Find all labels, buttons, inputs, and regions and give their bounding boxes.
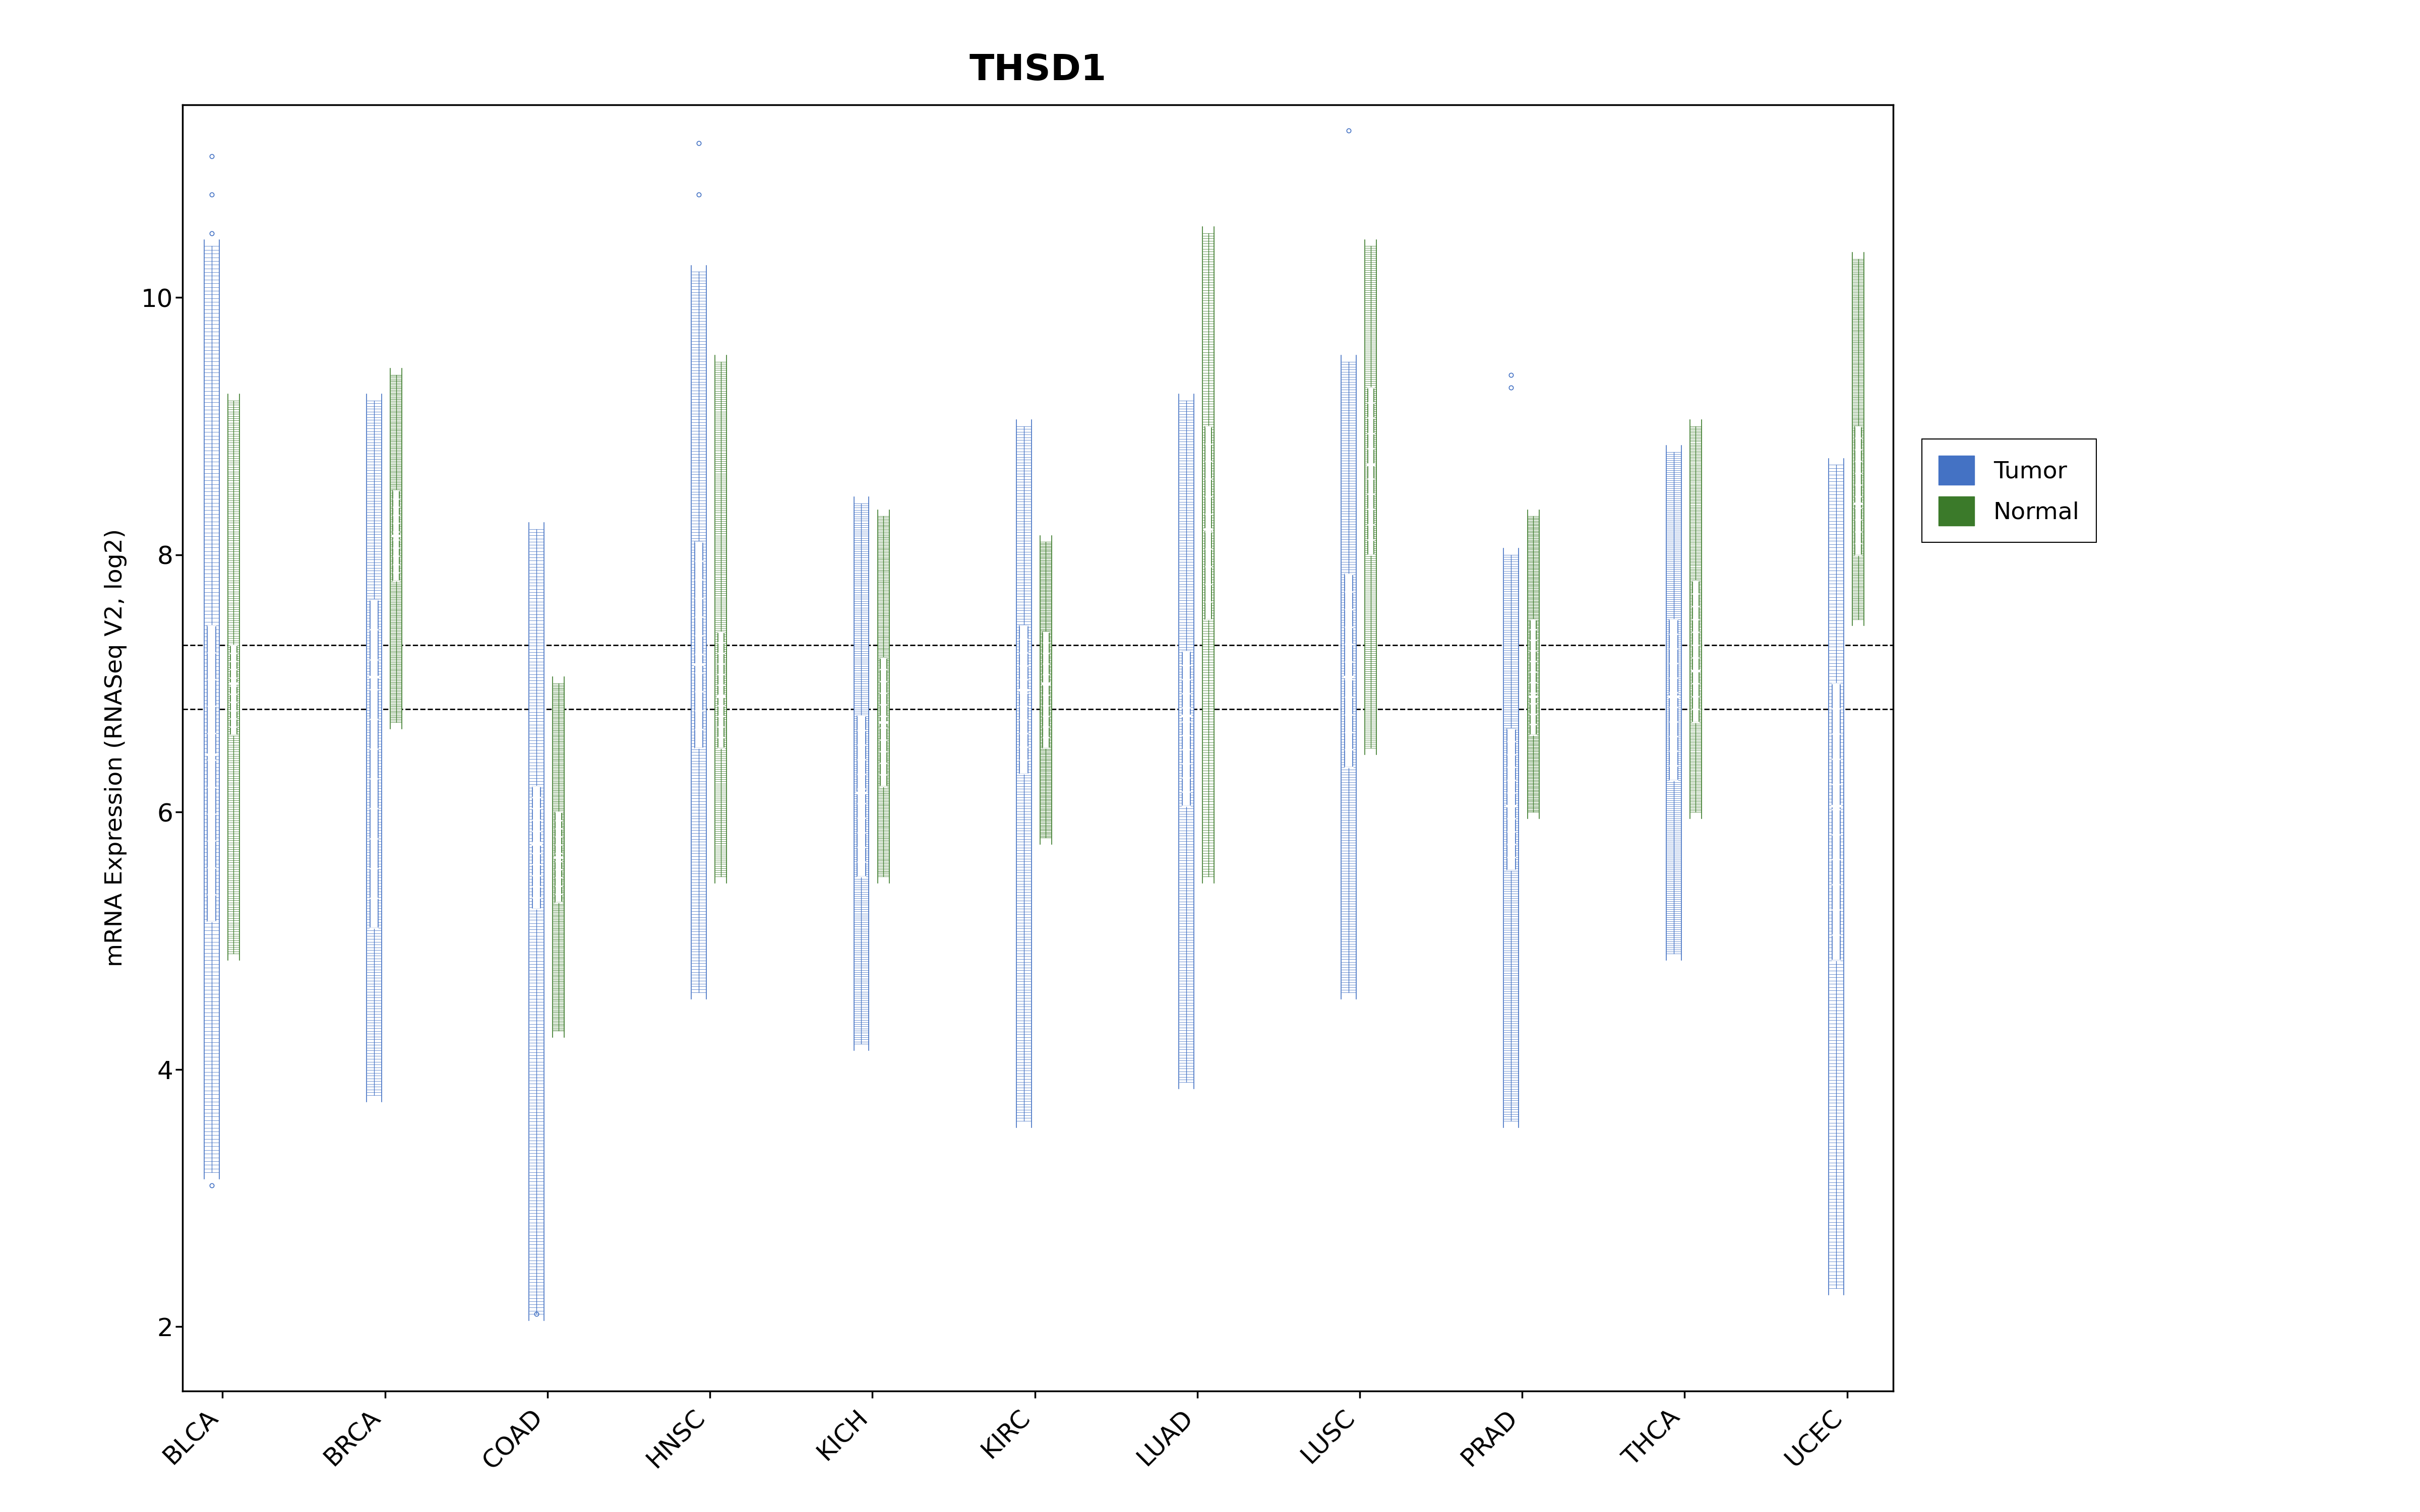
Legend: Tumor, Normal: Tumor, Normal	[1921, 438, 2096, 543]
Bar	[695, 541, 704, 748]
Bar	[881, 658, 886, 786]
Bar	[1508, 729, 1515, 869]
Bar	[1692, 581, 1699, 723]
Y-axis label: mRNA Expression (RNASeq V2, log2): mRNA Expression (RNASeq V2, log2)	[104, 529, 128, 966]
Bar	[392, 490, 399, 581]
Bar	[719, 632, 724, 748]
Bar	[230, 646, 237, 735]
Bar	[1367, 387, 1375, 555]
Bar	[1181, 652, 1191, 806]
Bar	[1019, 626, 1028, 774]
Bar	[1670, 620, 1677, 780]
Bar	[370, 600, 378, 928]
Bar	[1856, 426, 1861, 555]
Bar	[532, 786, 540, 909]
Bar	[554, 812, 561, 903]
Bar	[1043, 632, 1048, 748]
Bar	[1832, 683, 1839, 960]
Bar	[1205, 426, 1212, 620]
Bar	[1529, 620, 1537, 735]
Bar	[857, 715, 866, 877]
Title: THSD1: THSD1	[968, 53, 1106, 88]
Bar	[1346, 575, 1353, 767]
Bar	[208, 626, 215, 921]
